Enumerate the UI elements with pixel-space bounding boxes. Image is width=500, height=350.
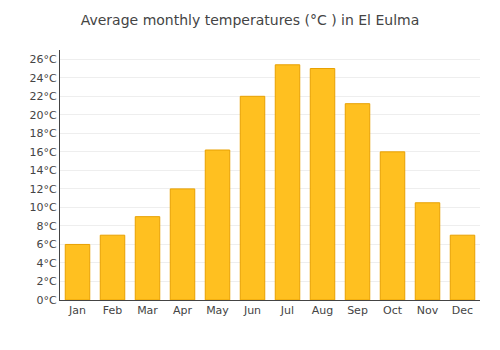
svg-text:24°C: 24°C [30,72,57,85]
svg-text:Sep: Sep [347,304,368,317]
svg-text:12°C: 12°C [30,183,57,196]
svg-text:Dec: Dec [452,304,473,317]
svg-text:20°C: 20°C [30,109,57,122]
svg-text:Nov: Nov [417,304,439,317]
svg-text:14°C: 14°C [30,164,57,177]
svg-text:Jan: Jan [68,304,86,317]
svg-text:Jun: Jun [243,304,261,317]
svg-text:Oct: Oct [383,304,403,317]
svg-text:Jul: Jul [280,304,294,317]
svg-text:18°C: 18°C [30,127,57,140]
svg-text:22°C: 22°C [30,90,57,103]
svg-text:6°C: 6°C [37,238,57,251]
svg-text:16°C: 16°C [30,146,57,159]
svg-text:May: May [206,304,229,317]
svg-text:26°C: 26°C [30,53,57,66]
svg-text:8°C: 8°C [37,220,57,233]
svg-text:Mar: Mar [137,304,158,317]
svg-text:2°C: 2°C [37,275,57,288]
svg-text:Average monthly temperatures (: Average monthly temperatures (°C ) in El… [81,12,420,28]
svg-text:4°C: 4°C [37,257,57,270]
svg-text:10°C: 10°C [30,201,57,214]
svg-text:Aug: Aug [312,304,333,317]
svg-text:Feb: Feb [103,304,122,317]
svg-text:Apr: Apr [173,304,193,317]
svg-text:0°C: 0°C [37,294,57,307]
